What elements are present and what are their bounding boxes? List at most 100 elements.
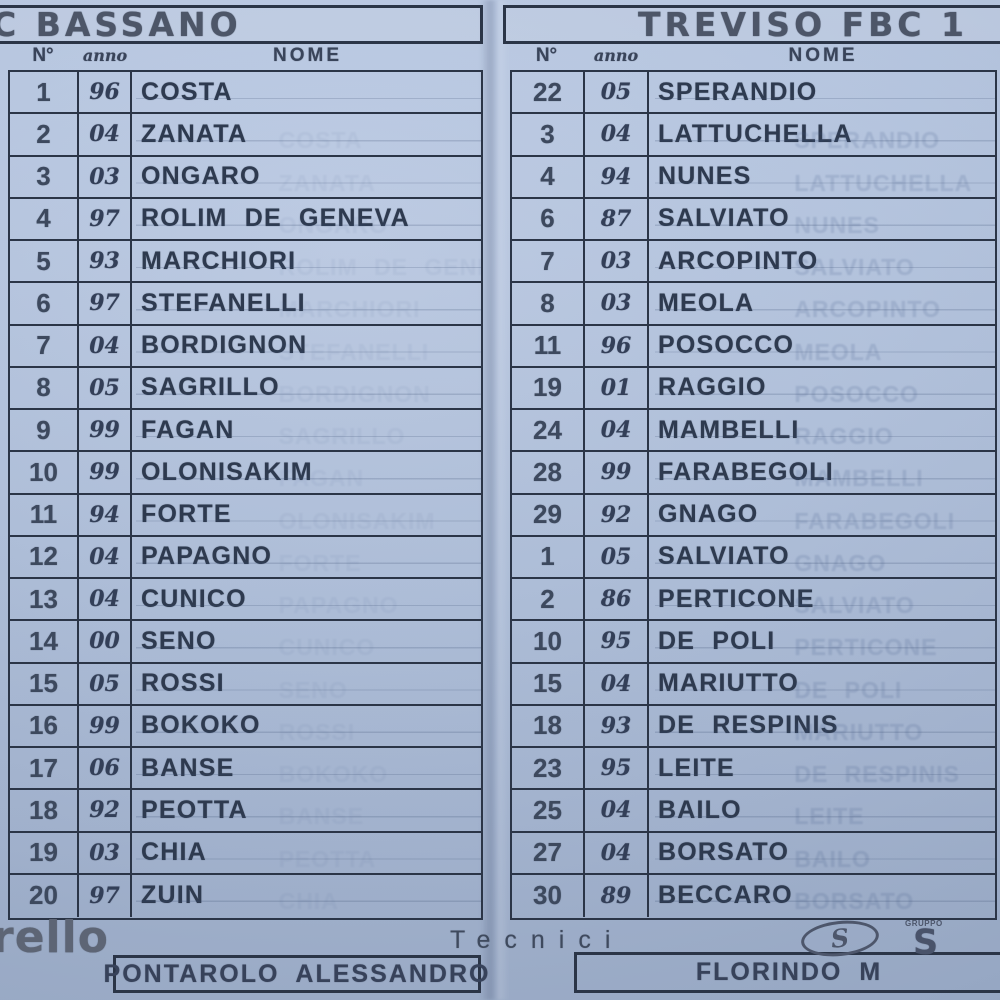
player-number: 12 [10,536,79,577]
player-name-cell: SALVIATO NUNES [649,199,995,239]
player-name-cell: SPERANDIO [649,72,995,112]
player-number: 11 [10,494,79,535]
table-row: 6 87 SALVIATO NUNES [512,198,995,241]
player-name-cell: PERTICONE SALVIATO [649,579,995,619]
player-number: 7 [10,325,79,366]
player-birth-year: 99 [585,452,649,493]
player-number: 6 [10,283,79,324]
table-row: 25 04 BAILO LEITE [512,790,995,833]
player-name-cell: ROSSI SENO [132,664,481,704]
bleedthrough-ghost-text: SAGRILLO [278,423,406,449]
player-name: DE POLI [658,626,776,655]
player-name-cell: ZUIN CHIA [132,875,481,917]
player-birth-year: 03 [585,241,649,282]
player-number: 11 [512,325,585,366]
player-name-cell: GNAGO FARABEGOLI [649,495,995,535]
right-staff-name-box: FLORINDO M [574,952,1000,993]
player-number: 18 [10,790,79,831]
left-team-roster: 1 96 COSTA 2 04 ZANATA COSTA 3 03 ONGARO [8,70,483,920]
player-birth-year: 94 [79,494,132,535]
table-row: 18 92 PEOTTA BANSE [10,790,481,833]
player-name: PEOTTA [141,795,248,824]
player-birth-year: 99 [79,452,132,493]
player-number: 1 [10,72,79,113]
player-name: BORSATO [658,838,790,867]
player-number: 10 [512,621,585,662]
player-name-cell: BORSATO BAILO [649,833,995,873]
table-row: 4 94 NUNES LATTUCHELLA [512,156,995,199]
table-row: 28 99 FARABEGOLI MAMBELLI [512,452,995,495]
player-name-cell: STEFANELLI MARCHIORI [132,283,481,323]
player-number: 20 [10,874,79,917]
player-number: 2 [10,114,79,155]
player-name: GNAGO [658,500,759,529]
player-name: CUNICO [141,584,247,613]
player-name: FORTE [141,500,232,529]
player-birth-year: 93 [585,705,649,746]
bleedthrough-ghost-text: PERTICONE [794,634,938,661]
player-name-cell: MARIUTTO DE POLI [649,664,995,704]
player-number: 25 [512,790,585,831]
left-header-nome: NOME [273,45,342,66]
player-name: STEFANELLI [141,288,306,317]
table-row: 2 86 PERTICONE SALVIATO [512,579,995,622]
player-number: 30 [512,874,585,917]
bleedthrough-ghost-text: SENO [278,676,348,703]
player-birth-year: 89 [585,874,649,917]
player-number: 4 [512,156,585,197]
player-name-cell: ROLIM DE GENEVA ONGARO [132,199,481,239]
bleedthrough-ghost-text: ARCOPINTO [794,296,941,323]
player-name-cell: MEOLA ARCOPINTO [649,283,995,323]
player-birth-year: 05 [585,72,649,113]
player-number: 18 [512,705,585,746]
right-header-number: N° [535,45,558,66]
bleedthrough-ghost-text: LATTUCHELLA [794,169,973,196]
player-number: 7 [512,241,585,282]
player-number: 8 [10,367,79,408]
left-header-anno: anno [82,46,128,65]
player-name: MAMBELLI [658,415,800,444]
player-number: 23 [512,748,585,789]
player-name: ZUIN [141,881,205,910]
bleedthrough-ghost-text: NUNES [794,211,880,238]
player-name: PERTICONE [658,584,815,613]
table-row: 3 04 LATTUCHELLA SPERANDIO [512,114,995,157]
player-name-cell: LEITE DE RESPINIS [649,748,995,788]
player-number: 13 [10,579,79,620]
player-number: 17 [10,748,79,789]
player-birth-year: 05 [79,663,132,704]
sponsor-logo-fragment: rello [0,912,109,963]
page-fold-seam [480,0,510,1000]
table-row: 7 03 ARCOPINTO SALVIATO [512,241,995,284]
player-birth-year: 93 [79,241,132,282]
player-number: 15 [512,663,585,704]
player-name: SALVIATO [658,542,790,571]
player-name: RAGGIO [658,373,767,402]
bleedthrough-ghost-text: DE POLI [794,676,903,703]
left-staff-name-box: PONTAROLO ALESSANDRO [104,955,488,993]
table-row: 23 95 LEITE DE RESPINIS [512,748,995,791]
player-birth-year: 96 [79,72,132,113]
bleedthrough-ghost-text: OLONISAKIM [278,507,436,534]
bleedthrough-ghost-text: GNAGO [794,549,887,576]
player-birth-year: 97 [79,198,132,239]
player-number: 27 [512,832,585,873]
sponsor-gruppo-label: GRUPPO [905,919,943,928]
player-birth-year: 04 [585,790,649,831]
table-row: 16 99 BOKOKO ROSSI [10,705,481,748]
player-name-cell: DE POLI PERTICONE [649,621,995,661]
player-name: ZANATA [141,119,248,148]
table-row: 15 05 ROSSI SENO [10,663,481,706]
bleedthrough-ghost-text: DE RESPINIS [794,761,961,787]
bleedthrough-ghost-text: ZANATA [278,169,376,196]
player-number: 10 [10,452,79,493]
player-name: ROSSI [141,669,225,698]
player-birth-year: 04 [585,832,649,873]
player-name-cell: FAGAN SAGRILLO [132,410,481,450]
player-number: 16 [10,705,79,746]
player-number: 5 [10,241,79,282]
player-name-cell: BANSE BOKOKO [132,748,481,788]
player-birth-year: 97 [79,283,132,324]
player-name: FARABEGOLI [658,457,834,486]
player-number: 3 [512,114,585,155]
